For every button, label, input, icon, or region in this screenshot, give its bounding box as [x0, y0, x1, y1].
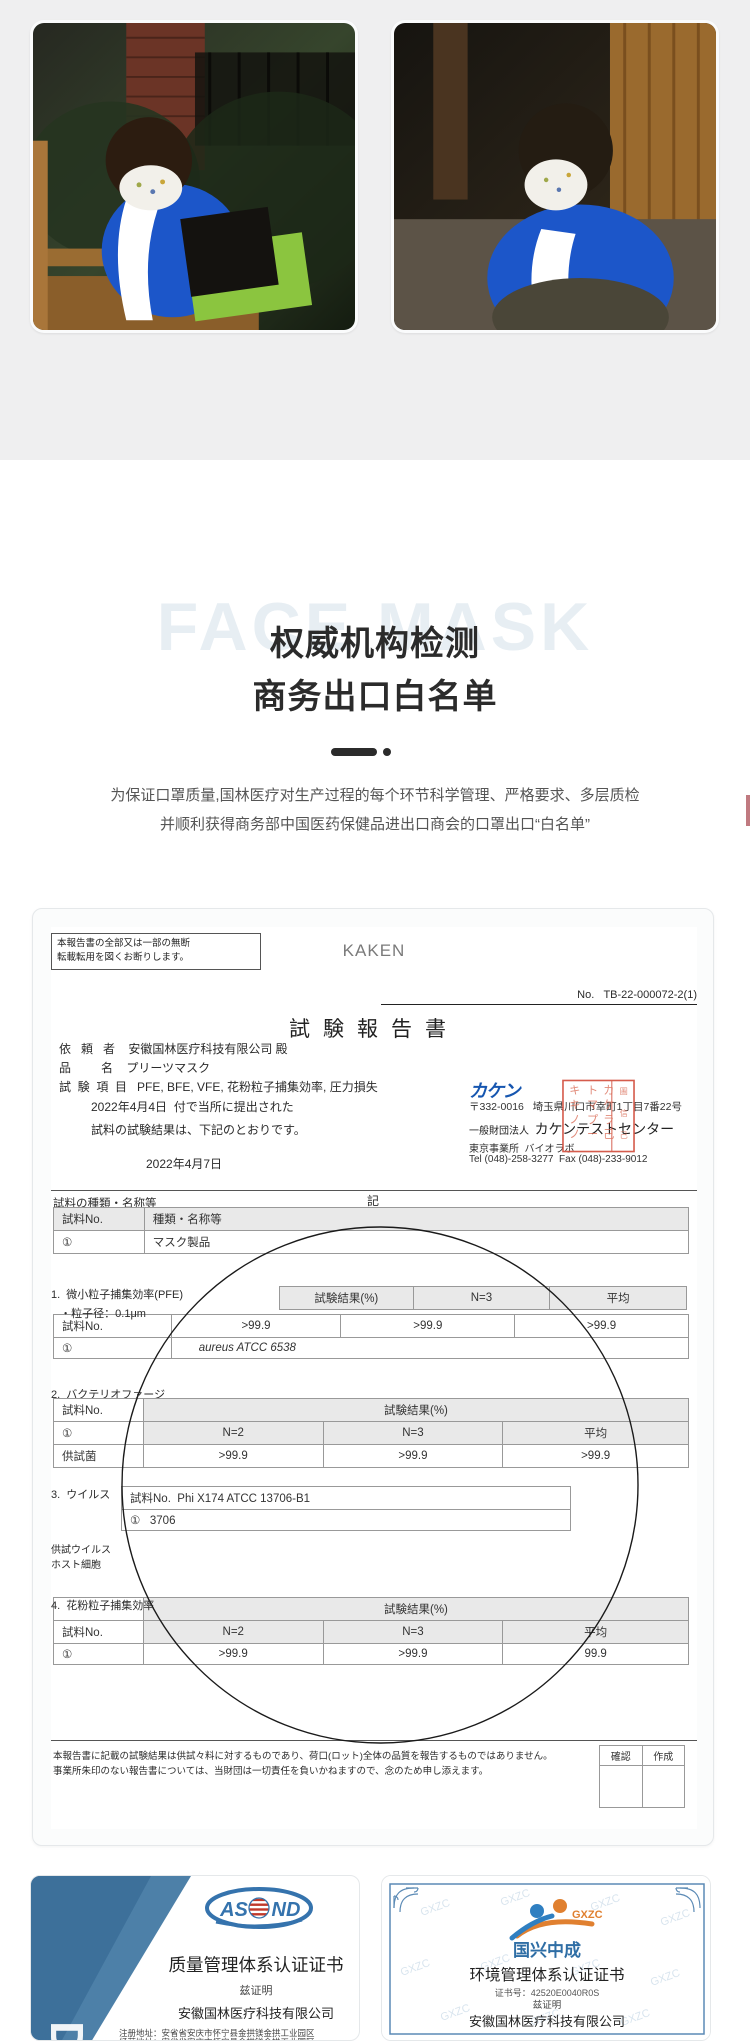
- svg-text:ND: ND: [272, 1899, 301, 1921]
- svg-text:环境管理体系认证证书: 环境管理体系认证证书: [469, 1965, 624, 1984]
- svg-text:兹证明: 兹证明: [533, 1999, 562, 2011]
- svg-text:信: 信: [620, 1108, 628, 1118]
- svg-text:AS: AS: [219, 1899, 248, 1921]
- svg-text:キ: キ: [569, 1085, 580, 1097]
- svg-text:D: D: [41, 2021, 93, 2041]
- svg-text:安徽国林医疗科技有限公司: 安徽国林医疗科技有限公司: [469, 2014, 625, 2029]
- svg-text:圖: 圖: [620, 1087, 628, 1096]
- svg-text:ラ: ラ: [603, 1114, 614, 1126]
- svg-text:ト: ト: [587, 1085, 598, 1097]
- svg-text:己: 己: [620, 1131, 628, 1140]
- svg-text:安徽国林医疗科技有限公司: 安徽国林医疗科技有限公司: [178, 2006, 334, 2021]
- svg-text:ノ: ノ: [569, 1114, 580, 1126]
- svg-text:ノ: ノ: [569, 1129, 580, 1141]
- svg-text:プ: プ: [587, 1113, 598, 1126]
- svg-text:カ: カ: [603, 1084, 614, 1097]
- svg-text:GXZC: GXZC: [572, 1909, 603, 1921]
- svg-text:国兴中成: 国兴中成: [513, 1940, 581, 1960]
- svg-text:己: 己: [603, 1129, 614, 1141]
- svg-text:キ: キ: [569, 1100, 580, 1112]
- svg-text:ケ: ケ: [603, 1099, 614, 1112]
- svg-text:マ: マ: [587, 1100, 598, 1112]
- svg-text:ー: ー: [587, 1129, 598, 1141]
- svg-text:兹证明: 兹证明: [240, 1984, 273, 1997]
- svg-text:证书号：42520E0040R0S: 证书号：42520E0040R0S: [495, 1988, 600, 1998]
- svg-text:经营地址：安省省安庆市怀宁县金拱镁金拱工业园区: 经营地址：安省省安庆市怀宁县金拱镁金拱工业园区: [119, 2037, 315, 2041]
- svg-text:质量管理体系认证证书: 质量管理体系认证证书: [169, 1955, 344, 1975]
